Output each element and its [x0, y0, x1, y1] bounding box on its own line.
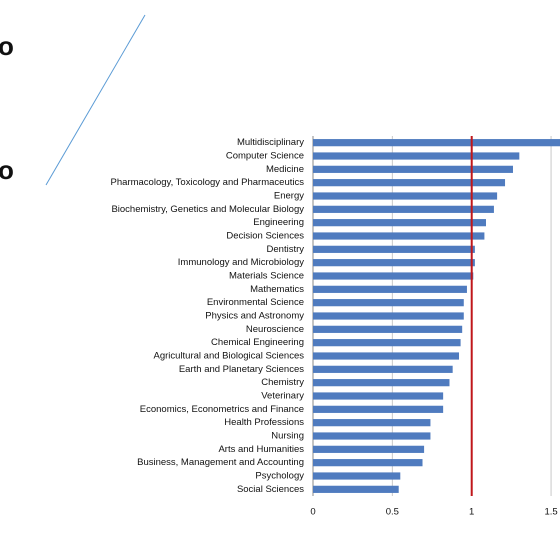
- y-tick-label: Environmental Science: [207, 297, 304, 308]
- y-tick-label: Pharmacology, Toxicology and Pharmaceuti…: [111, 177, 305, 188]
- bar: [313, 379, 450, 387]
- bar: [313, 192, 498, 200]
- y-tick-label: Chemistry: [261, 377, 304, 388]
- bar: [313, 459, 423, 467]
- decor-line: [45, 14, 146, 186]
- bar: [313, 152, 520, 160]
- bar: [313, 485, 399, 493]
- bar: [313, 325, 463, 333]
- bar: [313, 259, 475, 267]
- y-tick-label: Health Professions: [224, 417, 304, 428]
- bar: [313, 365, 453, 373]
- bar: [313, 272, 474, 280]
- x-tick-label: 0: [310, 507, 315, 518]
- bar: [313, 339, 461, 347]
- y-tick-label: Earth and Planetary Sciences: [179, 364, 304, 375]
- bar: [313, 245, 475, 253]
- slide-text: o: [0, 155, 14, 185]
- x-tick-label: 0.5: [386, 507, 399, 518]
- bar: [313, 405, 444, 413]
- bar: [313, 285, 467, 293]
- y-tick-label: Social Sciences: [237, 484, 304, 495]
- bar: [313, 352, 460, 360]
- bar: [313, 165, 513, 173]
- x-tick-label: 1.5: [544, 507, 557, 518]
- bar: [313, 392, 444, 400]
- bar: [313, 232, 485, 240]
- y-tick-label: Business, Management and Accounting: [137, 457, 304, 468]
- y-tick-label: Economics, Econometrics and Finance: [140, 404, 304, 415]
- y-tick-label: Decision Sciences: [226, 231, 304, 242]
- y-tick-label: Arts and Humanities: [218, 444, 304, 455]
- bar: [313, 445, 425, 453]
- chart: 0 0.5 1 1.5 Multidisciplinary Computer Scienc…: [111, 136, 560, 518]
- y-tick-label: Nursing: [271, 431, 304, 442]
- x-tick-label: 1: [469, 507, 474, 518]
- y-tick-label: Energy: [274, 191, 304, 202]
- y-tick-label: Dentistry: [267, 244, 305, 255]
- y-tick-label: Psychology: [255, 471, 304, 482]
- y-tick-label: Immunology and Microbiology: [178, 257, 304, 268]
- bar: [313, 312, 464, 320]
- y-tick-label: Computer Science: [226, 151, 304, 162]
- bar: [313, 419, 431, 427]
- y-tick-label: Physics and Astronomy: [205, 311, 304, 322]
- bar: [313, 299, 464, 307]
- bar: [313, 432, 431, 440]
- y-tick-label: Biochemistry, Genetics and Molecular Bio…: [111, 204, 304, 215]
- y-tick-label: Multidisciplinary: [237, 137, 304, 148]
- bar: [313, 179, 506, 187]
- bar: [313, 205, 494, 213]
- y-tick-label: Veterinary: [261, 391, 304, 402]
- y-tick-label: Engineering: [253, 217, 304, 228]
- y-tick-label: Neuroscience: [246, 324, 304, 335]
- y-tick-label: Mathematics: [250, 284, 304, 295]
- y-tick-label: Agricultural and Biological Sciences: [154, 351, 305, 362]
- bar: [313, 219, 486, 227]
- y-tick-label: Chemical Engineering: [211, 337, 304, 348]
- slide-text: o: [0, 31, 14, 61]
- y-tick-label: Medicine: [266, 164, 304, 175]
- bar: [313, 139, 560, 147]
- y-tick-label: Materials Science: [229, 271, 304, 282]
- bar: [313, 472, 401, 480]
